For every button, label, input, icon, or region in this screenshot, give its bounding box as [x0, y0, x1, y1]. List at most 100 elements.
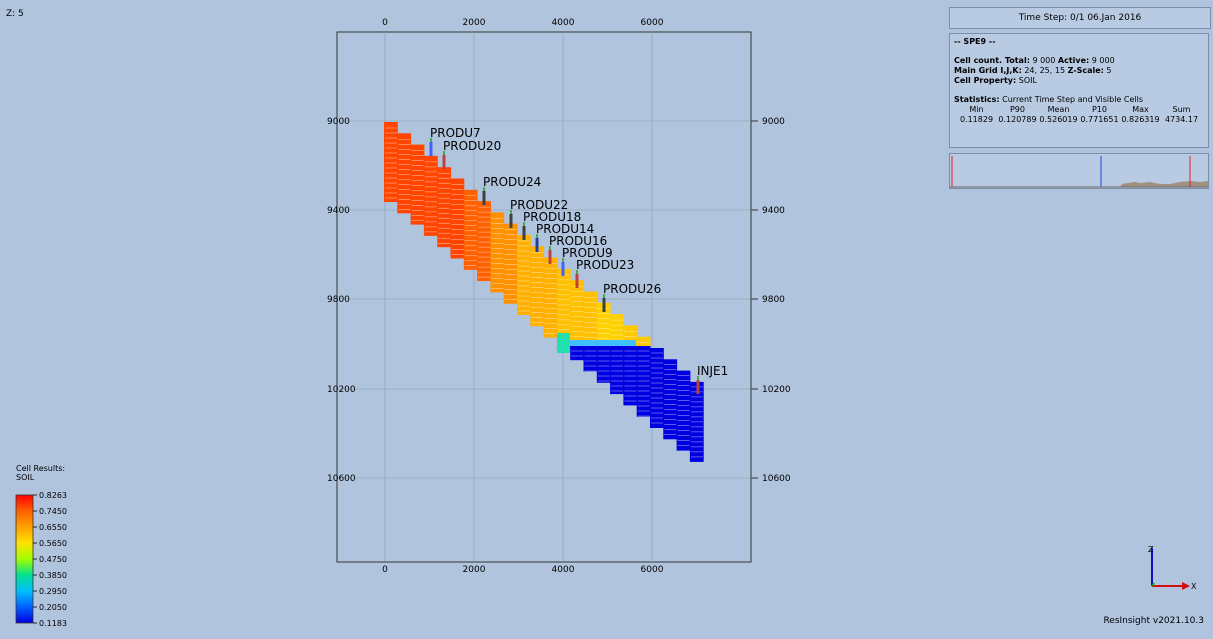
well-label[interactable]: PRODU20	[443, 139, 501, 153]
histogram	[949, 153, 1209, 189]
grid-cell-column	[463, 189, 478, 270]
stats-header-row: Min P90 Mean P10 Max Sum	[954, 105, 1204, 115]
grid-cell-column	[517, 235, 531, 315]
legend-label: 0.8263	[39, 491, 67, 500]
statistics-label: Statistics:	[954, 95, 1000, 104]
grid-cell-column	[530, 246, 545, 327]
grid-cell-column	[437, 167, 451, 248]
triad-z-label: Z	[1148, 545, 1154, 554]
y-tick-label-left: 9000	[327, 117, 350, 127]
grid-cell-column	[477, 201, 491, 282]
triad-x-label: X	[1191, 582, 1197, 591]
stats-value: 0.11829	[959, 115, 994, 124]
grid-cell-column	[583, 291, 598, 346]
transition-cells	[557, 333, 570, 353]
legend-label: 0.6550	[39, 523, 67, 532]
stats-header: Mean	[1047, 105, 1070, 114]
legend-label: 0.2950	[39, 587, 67, 596]
well-markers[interactable]: PRODU7PRODU20PRODU24PRODU22PRODU18PRODU1…	[429, 126, 728, 394]
y-tick-label-right: 10200	[762, 385, 791, 395]
grid-cell-column	[490, 212, 505, 293]
grid-cell-column	[636, 336, 651, 346]
legend-label: 0.2050	[39, 603, 67, 612]
cell-count-total: 9 000	[1032, 56, 1056, 65]
x-tick-label-top: 2000	[463, 18, 486, 28]
grid-cell-column	[397, 133, 412, 214]
stats-value: 4734.17	[1164, 115, 1199, 124]
active-label: Active:	[1057, 56, 1090, 65]
y-tick-label-left: 9800	[327, 295, 350, 305]
stats-value: 0.526019	[1039, 115, 1078, 124]
legend-title: Cell Results: SOIL	[16, 464, 65, 482]
grid-cell-column	[423, 155, 438, 236]
well-label[interactable]: PRODU22	[510, 198, 568, 212]
x-tick-label-top: 4000	[552, 18, 575, 28]
grid-cell-column-water	[623, 346, 638, 406]
x-tick-label-bottom: 0	[382, 565, 388, 575]
well-label[interactable]: PRODU9	[562, 246, 613, 260]
grid-cell-column	[450, 178, 465, 259]
stats-header: Sum	[1172, 105, 1191, 114]
legend-label: 0.3850	[39, 571, 67, 580]
well-label[interactable]: PRODU18	[523, 210, 581, 224]
grid-cell-column	[543, 257, 558, 338]
color-legend: 0.8263 0.7450 0.6550 0.5650 0.4750 0.3850 0.29…	[14, 490, 84, 634]
grid-cell-column-water	[570, 346, 584, 361]
y-tick-label-right: 9400	[762, 206, 785, 216]
well-label[interactable]: INJE1	[697, 364, 728, 378]
axis-frame	[336, 31, 752, 563]
stats-value: 0.826319	[1121, 115, 1160, 124]
info-box: -- SPE9 -- Cell count. Total: 9 000 Acti…	[949, 33, 1209, 148]
y-tick-label-left: 10200	[327, 385, 356, 395]
y-tick-label-left: 10600	[327, 474, 356, 484]
cell-property-value: SOIL	[1018, 76, 1037, 85]
version-label: ResInsight v2021.10.3	[1103, 616, 1204, 626]
grid-cell-column	[410, 144, 425, 225]
legend-color-bar	[15, 494, 34, 624]
x-tick-label-top: 6000	[641, 18, 664, 28]
well-label[interactable]: PRODU26	[603, 282, 661, 296]
zscale-value: 5	[1106, 66, 1112, 75]
x-tick-label-top: 0	[382, 18, 388, 28]
well-label[interactable]: PRODU23	[576, 258, 634, 272]
z-level-label: Z: 5	[6, 9, 24, 19]
time-step-label: Time Step: 0/1 06.Jan 2016	[949, 7, 1211, 29]
grid-cell-column-water	[636, 346, 651, 417]
grid-cell-column-water	[583, 346, 598, 372]
axis-triad: Z X	[1138, 542, 1198, 596]
x-tick-label-bottom: 4000	[552, 565, 575, 575]
well-label[interactable]: PRODU24	[483, 175, 541, 189]
grid-cell-column-water	[610, 346, 624, 395]
cell-property-label: Cell Property:	[954, 76, 1017, 85]
y-tick-label-right: 9000	[762, 117, 785, 127]
well-label[interactable]: PRODU14	[536, 222, 594, 236]
main-grid-value: 24, 25, 15	[1024, 66, 1066, 75]
stats-header: P90	[1009, 105, 1025, 114]
x-tick-label-bottom: 6000	[641, 565, 664, 575]
stats-header: P10	[1091, 105, 1107, 114]
well-label[interactable]: PRODU16	[549, 234, 607, 248]
stats-header: Min	[969, 105, 984, 114]
grid-cell-column	[570, 280, 584, 346]
reservoir-cells[interactable]	[384, 122, 704, 462]
active-count: 9 000	[1091, 56, 1115, 65]
stats-value: 0.120789	[998, 115, 1037, 124]
legend-title-line1: Cell Results:	[16, 464, 66, 473]
grid-cell-column	[384, 122, 398, 202]
legend-label: 0.4750	[39, 555, 67, 564]
stats-header: Max	[1132, 105, 1149, 114]
legend-label: 0.7450	[39, 507, 67, 516]
y-tick-label-left: 9400	[327, 206, 350, 216]
grid-cell-column	[556, 268, 571, 346]
grid-cell-column-water	[596, 346, 611, 383]
x-tick-label-bottom: 2000	[463, 565, 486, 575]
grid-lines	[337, 32, 751, 562]
y-tick-label-right: 10600	[762, 474, 791, 484]
main-grid-label: Main Grid I,J,K:	[954, 66, 1022, 75]
well-label[interactable]: PRODU7	[430, 126, 481, 140]
y-tick-label-right: 9800	[762, 295, 785, 305]
stats-value: 0.771651	[1080, 115, 1119, 124]
legend-label: 0.5650	[39, 539, 67, 548]
